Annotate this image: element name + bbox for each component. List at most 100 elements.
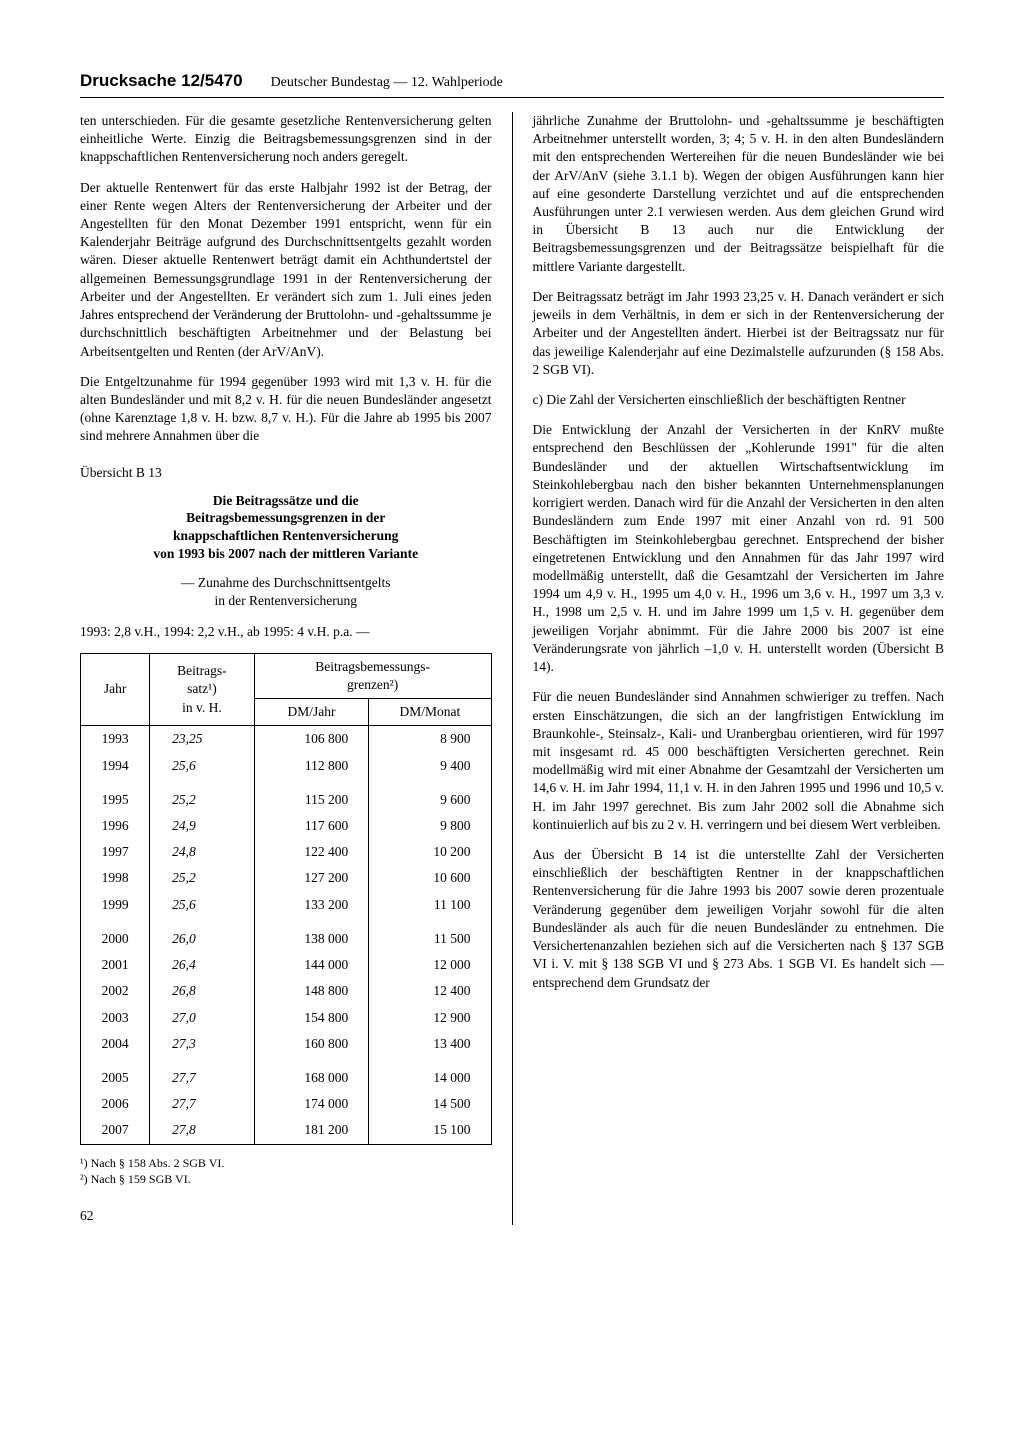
- cell-satz: 27,3: [150, 1031, 255, 1057]
- cell-dmjahr: 181 200: [254, 1117, 369, 1144]
- cell-dmmonat: 8 900: [369, 726, 491, 753]
- content-columns: ten unterschieden. Für die gesamte geset…: [80, 112, 944, 1225]
- overview-sub: — Zunahme des Durchschnittsentgelts in d…: [80, 574, 492, 610]
- overview-title-4: von 1993 bis 2007 nach der mittleren Var…: [153, 546, 418, 561]
- cell-dmmonat: 9 800: [369, 813, 491, 839]
- cell-jahr: 2002: [81, 978, 150, 1004]
- cell-satz: 26,0: [150, 926, 255, 952]
- cell-dmjahr: 106 800: [254, 726, 369, 753]
- left-column: ten unterschieden. Für die gesamte geset…: [80, 112, 492, 1225]
- overview-title: Die Beitragssätze und die Beitragsbemess…: [80, 492, 492, 562]
- cell-dmmonat: 10 200: [369, 839, 491, 865]
- cell-satz: 26,4: [150, 952, 255, 978]
- cell-dmjahr: 112 800: [254, 753, 369, 779]
- cell-satz: 25,6: [150, 753, 255, 779]
- cell-jahr: 2003: [81, 1005, 150, 1031]
- footnotes: ¹) Nach § 158 Abs. 2 SGB VI. ²) Nach § 1…: [80, 1155, 492, 1187]
- right-column: jährliche Zunahme der Bruttolohn- und -g…: [533, 112, 945, 1225]
- cell-dmjahr: 144 000: [254, 952, 369, 978]
- drucksache-number: Drucksache 12/5470: [80, 70, 243, 93]
- cell-jahr: 2000: [81, 926, 150, 952]
- th-grenzen-1: Beitragsbemessungs-: [315, 659, 430, 674]
- cell-satz: 27,7: [150, 1065, 255, 1091]
- overview-sub-3: 1993: 2,8 v.H., 1994: 2,2 v.H., ab 1995:…: [80, 623, 492, 641]
- cell-jahr: 2001: [81, 952, 150, 978]
- overview-label: Übersicht B 13: [80, 464, 492, 482]
- cell-dmmonat: 14 500: [369, 1091, 491, 1117]
- cell-jahr: 1994: [81, 753, 150, 779]
- cell-jahr: 2006: [81, 1091, 150, 1117]
- cell-dmmonat: 9 400: [369, 753, 491, 779]
- table-row: 199724,8122 40010 200: [81, 839, 492, 865]
- cell-dmjahr: 174 000: [254, 1091, 369, 1117]
- cell-dmmonat: 12 400: [369, 978, 491, 1004]
- th-dmmonat: DM/Monat: [369, 699, 491, 726]
- cell-dmmonat: 11 100: [369, 892, 491, 918]
- cell-satz: 24,9: [150, 813, 255, 839]
- cell-jahr: 1993: [81, 726, 150, 753]
- cell-satz: 25,2: [150, 787, 255, 813]
- left-p3: Die Entgeltzunahme für 1994 gegenüber 19…: [80, 373, 492, 446]
- page-header: Drucksache 12/5470 Deutscher Bundestag —…: [80, 70, 944, 98]
- th-grenzen-2: grenzen²): [347, 677, 398, 692]
- cell-dmmonat: 11 500: [369, 926, 491, 952]
- cell-satz: 27,8: [150, 1117, 255, 1144]
- th-satz-1: Beitrags-: [177, 663, 227, 678]
- cell-jahr: 2007: [81, 1117, 150, 1144]
- overview-title-3: knappschaftlichen Rentenversicherung: [173, 528, 398, 543]
- cell-dmmonat: 12 000: [369, 952, 491, 978]
- table-row: 200627,7174 00014 500: [81, 1091, 492, 1117]
- th-satz-3: in v. H.: [182, 700, 222, 715]
- table-row: 200026,0138 00011 500: [81, 926, 492, 952]
- overview-sub-1: — Zunahme des Durchschnittsentgelts: [181, 575, 391, 590]
- cell-dmjahr: 168 000: [254, 1065, 369, 1091]
- table-row: 199425,6112 8009 400: [81, 753, 492, 779]
- right-p4: Für die neuen Bundesländer sind Annahmen…: [533, 688, 945, 834]
- table-row: 199825,2127 20010 600: [81, 865, 492, 891]
- cell-satz: 25,2: [150, 865, 255, 891]
- cell-dmjahr: 148 800: [254, 978, 369, 1004]
- table-row: 200427,3160 80013 400: [81, 1031, 492, 1057]
- table-row: 200727,8181 20015 100: [81, 1117, 492, 1144]
- right-p2: Der Beitragssatz beträgt im Jahr 1993 23…: [533, 288, 945, 379]
- column-separator: [512, 112, 513, 1225]
- table-row: 200327,0154 80012 900: [81, 1005, 492, 1031]
- cell-satz: 23,25: [150, 726, 255, 753]
- cell-dmjahr: 127 200: [254, 865, 369, 891]
- table-row: 200226,8148 80012 400: [81, 978, 492, 1004]
- cell-satz: 27,0: [150, 1005, 255, 1031]
- table-row: 199925,6133 20011 100: [81, 892, 492, 918]
- cell-dmjahr: 160 800: [254, 1031, 369, 1057]
- cell-jahr: 1997: [81, 839, 150, 865]
- cell-dmjahr: 122 400: [254, 839, 369, 865]
- footnote-2: ²) Nach § 159 SGB VI.: [80, 1171, 492, 1187]
- th-satz-2: satz¹): [187, 681, 217, 696]
- right-p5: Aus der Übersicht B 14 ist die unterstel…: [533, 846, 945, 992]
- cell-dmmonat: 15 100: [369, 1117, 491, 1144]
- overview-sub-2: in der Rentenversicherung: [215, 593, 357, 608]
- cell-satz: 25,6: [150, 892, 255, 918]
- left-p2: Der aktuelle Rentenwert für das erste Ha…: [80, 179, 492, 361]
- cell-dmmonat: 12 900: [369, 1005, 491, 1031]
- th-grenzen: Beitragsbemessungs- grenzen²): [254, 653, 491, 698]
- cell-dmjahr: 138 000: [254, 926, 369, 952]
- table-row: 199323,25106 8008 900: [81, 726, 492, 753]
- cell-jahr: 2004: [81, 1031, 150, 1057]
- cell-dmjahr: 115 200: [254, 787, 369, 813]
- cell-jahr: 1995: [81, 787, 150, 813]
- overview-title-2: Beitragsbemessungsgrenzen in der: [186, 510, 385, 525]
- right-p3: Die Entwicklung der Anzahl der Versicher…: [533, 421, 945, 676]
- cell-dmjahr: 154 800: [254, 1005, 369, 1031]
- cell-satz: 24,8: [150, 839, 255, 865]
- overview-title-1: Die Beitragssätze und die: [213, 493, 359, 508]
- cell-dmmonat: 13 400: [369, 1031, 491, 1057]
- table-row: 199624,9117 6009 800: [81, 813, 492, 839]
- cell-dmjahr: 133 200: [254, 892, 369, 918]
- left-p1: ten unterschieden. Für die gesamte geset…: [80, 112, 492, 167]
- header-subtitle: Deutscher Bundestag — 12. Wahlperiode: [271, 74, 503, 93]
- cell-satz: 27,7: [150, 1091, 255, 1117]
- section-c-heading: c) Die Zahl der Versicherten einschließl…: [533, 391, 945, 409]
- cell-dmmonat: 14 000: [369, 1065, 491, 1091]
- right-p1: jährliche Zunahme der Bruttolohn- und -g…: [533, 112, 945, 276]
- footnote-1: ¹) Nach § 158 Abs. 2 SGB VI.: [80, 1155, 492, 1171]
